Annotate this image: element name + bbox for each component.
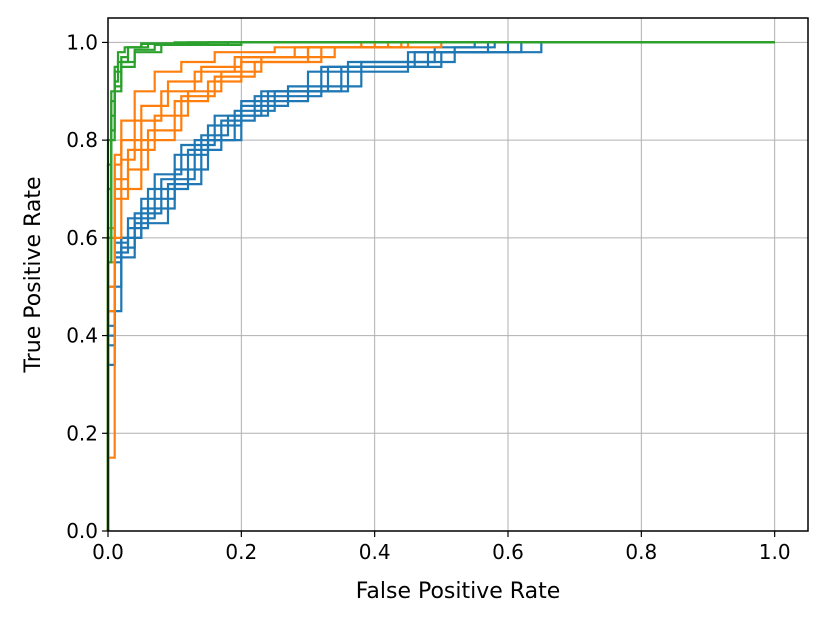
y-tick-label: 0.2 [66, 421, 98, 445]
x-tick-label: 0.0 [92, 540, 124, 564]
y-axis-label: True Positive Rate [21, 177, 46, 374]
roc-curves [106, 41, 775, 531]
y-tick-label: 0.0 [66, 519, 98, 543]
roc-curve-5 [106, 41, 775, 531]
y-tick-label: 0.8 [66, 128, 98, 152]
roc-curve-4 [106, 41, 775, 531]
y-tick-label: 0.6 [66, 226, 98, 250]
plot-frame [107, 17, 809, 532]
x-tick-label: 0.6 [492, 540, 524, 564]
roc-curve-11 [106, 41, 775, 531]
x-tick-label: 0.4 [359, 540, 391, 564]
roc-curve-16 [106, 41, 775, 531]
y-tick-label: 0.4 [66, 324, 98, 348]
x-tick-label: 1.0 [759, 540, 791, 564]
x-axis-label: False Positive Rate [356, 579, 560, 604]
roc-curve-15 [106, 41, 775, 531]
x-tick-label: 0.2 [225, 540, 257, 564]
y-tick-label: 1.0 [66, 30, 98, 54]
axis-ticks: 0.0 0.2 0.4 0.6 0.8 1.0 0.0 0.2 0.4 0.6 0.8 1.0 [66, 30, 790, 564]
x-tick-label: 0.8 [625, 540, 657, 564]
roc-curve-1 [106, 41, 775, 531]
